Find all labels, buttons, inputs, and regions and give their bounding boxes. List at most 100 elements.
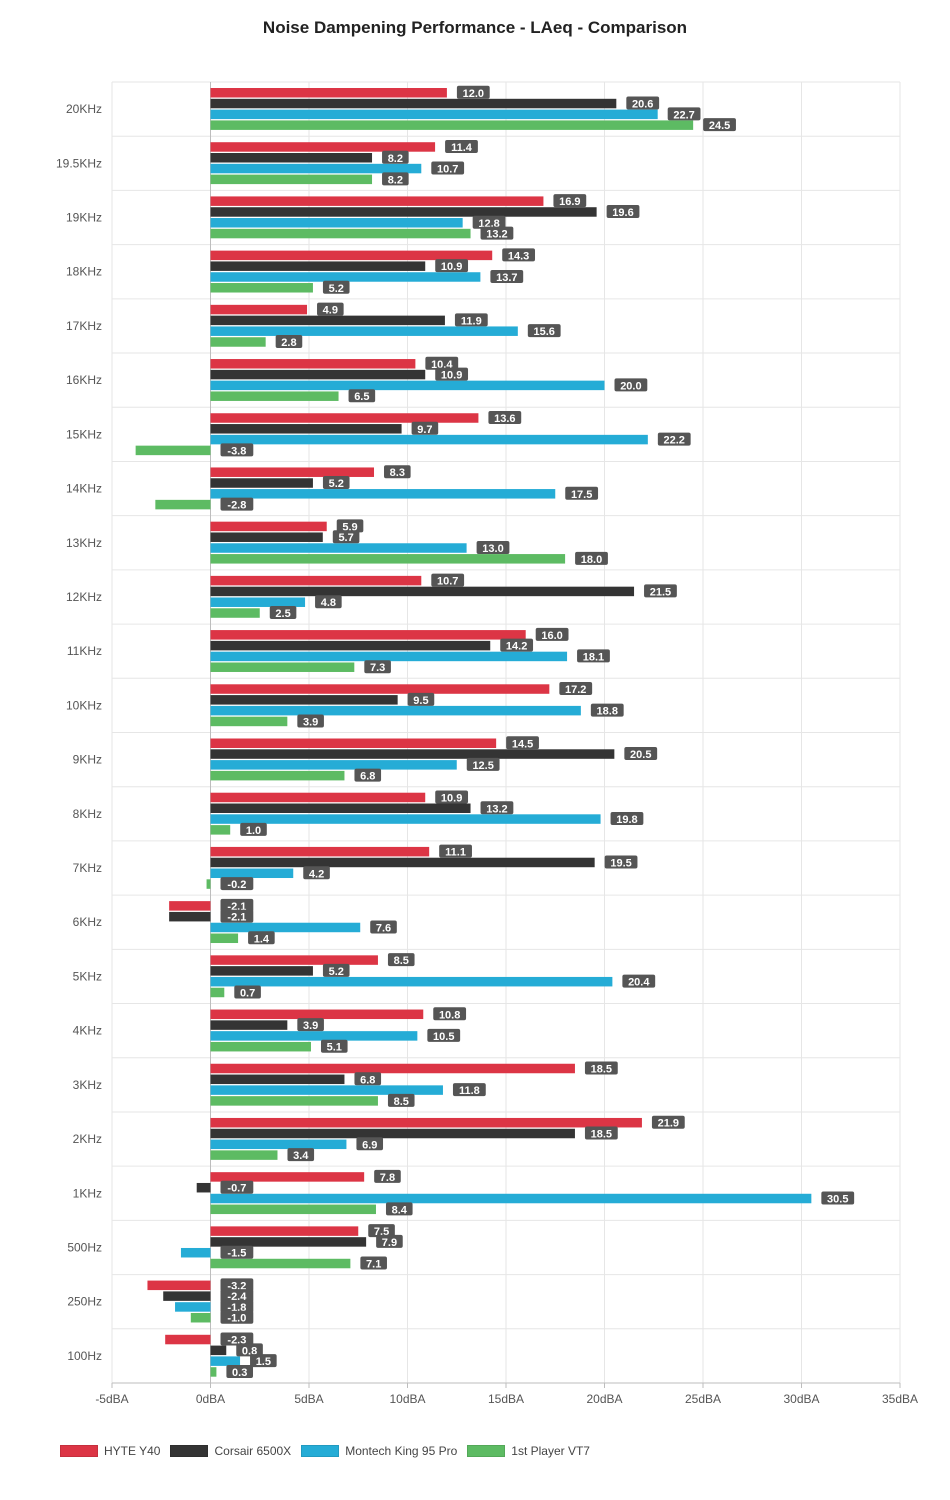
bar-hyte-y40-18khz[interactable] <box>210 250 493 261</box>
bar-1st-player-vt7-10khz[interactable] <box>210 716 288 727</box>
bar-1st-player-vt7-250hz[interactable] <box>190 1312 211 1323</box>
bar-montech-king-95-pro-17khz[interactable] <box>210 326 518 336</box>
bar-hyte-y40-15khz[interactable] <box>210 413 479 423</box>
bar-hyte-y40-17khz[interactable] <box>210 304 308 315</box>
bar-hyte-y40-7khz[interactable] <box>210 846 430 857</box>
bar-1st-player-vt7-2khz[interactable] <box>210 1150 278 1160</box>
bar-montech-king-95-pro-3khz[interactable] <box>210 1085 443 1095</box>
bar-hyte-y40-1khz[interactable] <box>210 1172 365 1182</box>
bar-hyte-y40-19-5khz[interactable] <box>210 142 436 152</box>
bar-hyte-y40-16khz[interactable] <box>210 359 416 369</box>
bar-1st-player-vt7-1khz[interactable] <box>210 1204 376 1215</box>
bar-hyte-y40-20khz[interactable] <box>210 88 447 98</box>
bar-corsair-6500x-5khz[interactable] <box>210 966 313 976</box>
bar-corsair-6500x-8khz[interactable] <box>210 803 471 814</box>
bar-1st-player-vt7-13khz[interactable] <box>210 554 566 564</box>
legend-item-montech-king-95-pro[interactable]: Montech King 95 Pro <box>301 1444 457 1458</box>
legend-item-hyte-y40[interactable]: HYTE Y40 <box>60 1444 160 1458</box>
bar-hyte-y40-9khz[interactable] <box>210 738 497 749</box>
bar-corsair-6500x-13khz[interactable] <box>210 532 323 542</box>
bar-1st-player-vt7-14khz[interactable] <box>155 499 211 510</box>
bar-1st-player-vt7-500hz[interactable] <box>210 1258 351 1269</box>
bar-montech-king-95-pro-14khz[interactable] <box>210 489 556 499</box>
bar-montech-king-95-pro-2khz[interactable] <box>210 1139 347 1150</box>
bar-montech-king-95-pro-5khz[interactable] <box>210 976 613 987</box>
bar-corsair-6500x-10khz[interactable] <box>210 695 398 705</box>
bar-1st-player-vt7-16khz[interactable] <box>210 391 339 401</box>
bar-1st-player-vt7-4khz[interactable] <box>210 1041 311 1052</box>
bar-corsair-6500x-17khz[interactable] <box>210 315 445 326</box>
bar-1st-player-vt7-8khz[interactable] <box>210 825 231 835</box>
bar-montech-king-95-pro-10khz[interactable] <box>210 705 581 716</box>
bar-1st-player-vt7-19-5khz[interactable] <box>210 174 373 185</box>
bar-hyte-y40-250hz[interactable] <box>147 1280 211 1291</box>
bar-hyte-y40-19khz[interactable] <box>210 196 544 206</box>
bar-hyte-y40-12khz[interactable] <box>210 575 422 586</box>
bar-corsair-6500x-15khz[interactable] <box>210 424 402 434</box>
bar-1st-player-vt7-18khz[interactable] <box>210 283 313 293</box>
bar-corsair-6500x-20khz[interactable] <box>210 98 617 109</box>
bar-1st-player-vt7-12khz[interactable] <box>210 608 260 618</box>
bar-corsair-6500x-19-5khz[interactable] <box>210 153 373 163</box>
bar-montech-king-95-pro-16khz[interactable] <box>210 380 605 391</box>
bar-montech-king-95-pro-15khz[interactable] <box>210 434 648 445</box>
bar-1st-player-vt7-17khz[interactable] <box>210 337 266 347</box>
bar-corsair-6500x-16khz[interactable] <box>210 369 426 380</box>
bar-corsair-6500x-6khz[interactable] <box>169 911 211 922</box>
bar-1st-player-vt7-100hz[interactable] <box>210 1367 217 1377</box>
bar-1st-player-vt7-5khz[interactable] <box>210 987 225 998</box>
bar-corsair-6500x-18khz[interactable] <box>210 261 426 271</box>
bar-montech-king-95-pro-19khz[interactable] <box>210 218 463 228</box>
bar-montech-king-95-pro-4khz[interactable] <box>210 1031 418 1041</box>
bar-hyte-y40-5khz[interactable] <box>210 955 378 965</box>
bar-hyte-y40-500hz[interactable] <box>210 1226 359 1236</box>
bar-corsair-6500x-11khz[interactable] <box>210 640 491 651</box>
bar-corsair-6500x-4khz[interactable] <box>210 1020 288 1030</box>
bar-hyte-y40-13khz[interactable] <box>210 521 327 532</box>
bar-hyte-y40-100hz[interactable] <box>165 1334 211 1345</box>
bar-montech-king-95-pro-11khz[interactable] <box>210 651 568 662</box>
bar-corsair-6500x-7khz[interactable] <box>210 857 595 868</box>
bar-1st-player-vt7-9khz[interactable] <box>210 770 345 781</box>
bar-hyte-y40-14khz[interactable] <box>210 467 375 477</box>
bar-montech-king-95-pro-20khz[interactable] <box>210 109 658 120</box>
bar-1st-player-vt7-6khz[interactable] <box>210 933 239 944</box>
bar-corsair-6500x-100hz[interactable] <box>210 1345 227 1356</box>
bar-corsair-6500x-1khz[interactable] <box>196 1182 211 1193</box>
bar-1st-player-vt7-3khz[interactable] <box>210 1096 378 1106</box>
bar-montech-king-95-pro-250hz[interactable] <box>175 1302 211 1312</box>
bar-montech-king-95-pro-13khz[interactable] <box>210 543 467 553</box>
bar-montech-king-95-pro-6khz[interactable] <box>210 922 361 933</box>
bar-montech-king-95-pro-9khz[interactable] <box>210 760 457 770</box>
bar-montech-king-95-pro-8khz[interactable] <box>210 814 601 824</box>
bar-corsair-6500x-9khz[interactable] <box>210 749 615 759</box>
bar-1st-player-vt7-19khz[interactable] <box>210 228 471 239</box>
bar-hyte-y40-4khz[interactable] <box>210 1009 424 1020</box>
bar-hyte-y40-2khz[interactable] <box>210 1117 642 1128</box>
bar-corsair-6500x-19khz[interactable] <box>210 207 597 217</box>
bar-corsair-6500x-12khz[interactable] <box>210 586 635 597</box>
bar-hyte-y40-3khz[interactable] <box>210 1063 575 1074</box>
bar-hyte-y40-11khz[interactable] <box>210 630 526 640</box>
bar-corsair-6500x-3khz[interactable] <box>210 1074 345 1085</box>
bar-montech-king-95-pro-500hz[interactable] <box>180 1247 211 1258</box>
bar-hyte-y40-10khz[interactable] <box>210 684 550 694</box>
bar-corsair-6500x-250hz[interactable] <box>163 1291 211 1301</box>
bar-montech-king-95-pro-1khz[interactable] <box>210 1193 812 1204</box>
bar-montech-king-95-pro-19-5khz[interactable] <box>210 163 422 174</box>
bar-hyte-y40-8khz[interactable] <box>210 792 426 803</box>
bar-1st-player-vt7-20khz[interactable] <box>210 120 694 130</box>
bar-montech-king-95-pro-100hz[interactable] <box>210 1356 241 1366</box>
bar-1st-player-vt7-15khz[interactable] <box>135 445 211 456</box>
bar-montech-king-95-pro-12khz[interactable] <box>210 597 306 607</box>
bar-1st-player-vt7-11khz[interactable] <box>210 662 355 672</box>
legend-item-1st-player-vt7[interactable]: 1st Player VT7 <box>467 1444 590 1458</box>
bar-corsair-6500x-2khz[interactable] <box>210 1128 575 1139</box>
bar-1st-player-vt7-7khz[interactable] <box>206 879 211 889</box>
bar-montech-king-95-pro-18khz[interactable] <box>210 272 481 282</box>
bar-corsair-6500x-14khz[interactable] <box>210 478 313 488</box>
bar-montech-king-95-pro-7khz[interactable] <box>210 868 294 879</box>
legend-item-corsair-6500x[interactable]: Corsair 6500X <box>170 1444 291 1458</box>
bar-corsair-6500x-500hz[interactable] <box>210 1237 367 1247</box>
bar-hyte-y40-6khz[interactable] <box>169 901 211 911</box>
